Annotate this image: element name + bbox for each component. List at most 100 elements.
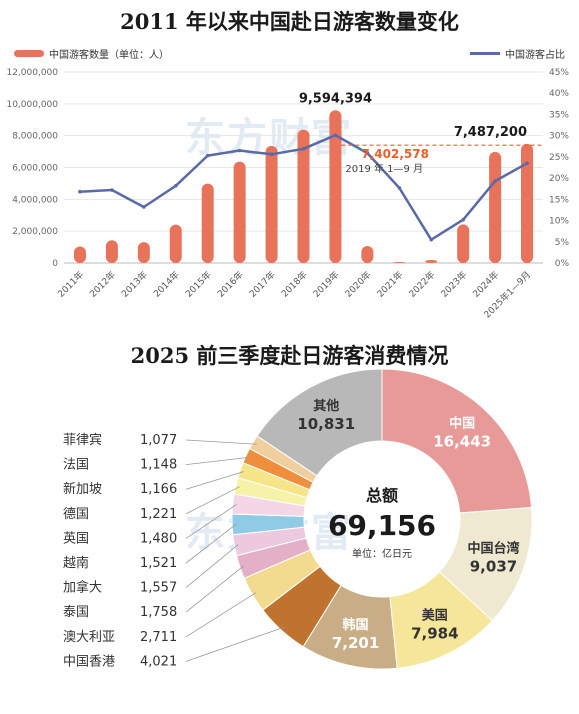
y-tick-label: 12,000,000 (6, 68, 58, 78)
x-tick-label: 2019年 (311, 269, 342, 300)
x-tick-label: 2017年 (247, 269, 278, 300)
data-label-2019: 9,594,394 (299, 91, 372, 106)
legend-line-swatch (470, 52, 500, 55)
bar (393, 262, 406, 263)
share-point (142, 205, 146, 209)
list-value-label: 1,077 (140, 433, 177, 448)
x-tick-label: 2013年 (119, 269, 150, 300)
donut-slice (381, 368, 533, 514)
x-tick-label: 2018年 (279, 269, 310, 300)
visitor-combo-chart: 12,000,000 10,000,000 8,000,000 6,000,000 4,… (6, 68, 570, 321)
share-point (237, 148, 242, 153)
list-country-label: 法国 (63, 458, 89, 473)
slice-value-label: 10,831 (297, 415, 355, 433)
slice-value-label: 7,984 (411, 625, 458, 643)
reference-label: 7,402,578 (361, 147, 429, 161)
leader-line (185, 439, 257, 445)
y2-tick-label: 15% (549, 195, 569, 205)
list-country-label: 泰国 (63, 605, 89, 620)
x-tick-label: 2022年 (406, 269, 437, 300)
share-point (110, 188, 114, 192)
y-tick-label: 2,000,000 (12, 227, 58, 237)
bar (361, 245, 374, 263)
bar (457, 224, 470, 263)
center-total: 69,156 (328, 509, 436, 542)
list-value-label: 1,480 (140, 531, 177, 546)
leader-line (185, 544, 239, 588)
bar (297, 129, 310, 263)
slice-name-label: 美国 (422, 608, 448, 624)
leader-line (185, 471, 245, 490)
share-point (173, 183, 178, 188)
leader-line (185, 504, 237, 539)
list-value-label: 1,148 (140, 458, 177, 473)
legend-visitor-share: 中国游客占比 (470, 46, 565, 61)
x-tick-label: 2014年 (151, 269, 182, 300)
slice-value-label: 16,443 (433, 432, 491, 450)
share-point (269, 152, 274, 157)
leader-line (185, 626, 285, 662)
list-value-label: 1,221 (140, 507, 177, 522)
legend-bar-swatch (14, 50, 44, 57)
list-value-label: 1,758 (140, 605, 177, 620)
list-value-label: 2,711 (140, 630, 177, 645)
y2-tick-label: 40% (549, 89, 569, 99)
list-country-label: 澳大利亚 (63, 629, 115, 645)
leader-line (185, 486, 240, 515)
list-country-label: 新加坡 (63, 481, 102, 497)
list-value-label: 1,557 (140, 581, 177, 596)
bar (265, 145, 278, 263)
x-tick-label: 2021年 (374, 269, 405, 300)
share-point (461, 217, 465, 222)
list-value-label: 1,166 (140, 482, 177, 497)
y-tick-label: 0 (52, 259, 58, 269)
x-tick-label: 2012年 (87, 269, 118, 300)
legend-bar-label: 中国游客数量（单位：人） (49, 50, 169, 61)
share-point (397, 186, 402, 190)
y2-tick-label: 20% (549, 174, 569, 184)
y2-tick-label: 10% (549, 217, 569, 227)
share-point (333, 133, 338, 138)
chart-title-spending: 2025 前三季度赴日游客消费情况 (130, 343, 449, 368)
y2-tick-label: 0% (555, 259, 570, 269)
list-country-label: 越南 (63, 555, 89, 571)
share-point (429, 237, 434, 242)
data-label-2025: 7,487,200 (454, 125, 527, 140)
slice-name-label: 韩国 (343, 617, 369, 633)
slice-name-label: 中国台湾 (467, 541, 519, 557)
bar (489, 151, 502, 263)
x-tick-label: 2015年 (183, 269, 214, 300)
y2-tick-label: 5% (555, 238, 570, 248)
list-country-label: 英国 (63, 531, 89, 546)
list-country-label: 中国香港 (63, 654, 115, 669)
x-tick-label: 2011年 (55, 269, 86, 300)
list-value-label: 4,021 (140, 654, 177, 669)
leader-line (185, 565, 244, 613)
bar (425, 259, 438, 263)
share-point (205, 153, 210, 158)
y2-tick-label: 45% (549, 68, 569, 78)
slice-value-label: 9,037 (470, 558, 517, 576)
y2-tick-label: 25% (549, 153, 569, 163)
leader-line (185, 523, 237, 564)
list-value-label: 1,521 (140, 556, 177, 571)
list-country-label: 加拿大 (63, 580, 102, 596)
bar (521, 143, 534, 263)
bar (73, 246, 86, 263)
donut-slice (256, 368, 383, 477)
bar (329, 110, 342, 263)
share-point (78, 189, 82, 194)
y-tick-label: 10,000,000 (6, 100, 58, 110)
chart-title-visitors: 2011 年以来中国赴日游客数量变化 (120, 9, 459, 34)
legend-visitor-count: 中国游客数量（单位：人） (14, 46, 169, 61)
bar (105, 240, 118, 263)
x-tick-label: 2023年 (438, 269, 469, 300)
reference-note: 2019 年 1—9 月 (345, 162, 423, 175)
slice-value-label: 7,201 (332, 634, 379, 652)
share-point (301, 147, 306, 151)
y-tick-label: 8,000,000 (12, 132, 58, 142)
share-point (365, 151, 370, 155)
center-title: 总额 (366, 486, 398, 505)
y2-tick-label: 30% (549, 132, 569, 142)
